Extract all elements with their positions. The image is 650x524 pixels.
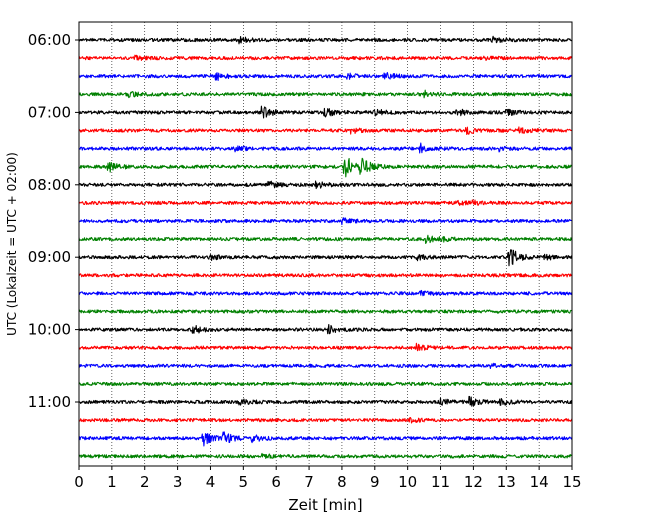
trace-line-0845: [78, 234, 573, 245]
trace-line-0600: [78, 35, 573, 45]
plot-frame: [78, 21, 573, 467]
trace-line-1100: [78, 395, 573, 407]
x-tick-label: 11: [431, 473, 450, 491]
trace-lines: [78, 35, 573, 459]
x-tick-label: 13: [497, 473, 516, 491]
trace-line-1130: [78, 431, 573, 447]
x-tick-label: 9: [370, 473, 380, 491]
trace-line-1115: [78, 416, 573, 424]
vertical-grid: [111, 22, 540, 466]
y-tick-label: 11:00: [28, 393, 71, 411]
trace-line-1045: [78, 381, 573, 387]
trace-line-0800: [78, 180, 573, 190]
y-tick-label: 07:00: [28, 103, 71, 121]
x-tick-label: 7: [304, 473, 314, 491]
x-tick-label: 0: [74, 473, 84, 491]
trace-line-0945: [78, 309, 573, 314]
y-tick-label: 08:00: [28, 176, 71, 194]
trace-line-1145: [78, 452, 573, 459]
trace-line-1030: [78, 362, 573, 370]
x-tick-label: 1: [107, 473, 117, 491]
trace-line-0745: [78, 157, 573, 178]
x-tick-label: 3: [173, 473, 183, 491]
x-tick-label: 2: [140, 473, 150, 491]
y-tick-label: 09:00: [28, 248, 71, 266]
trace-line-0900: [78, 249, 573, 267]
trace-line-0630: [78, 72, 573, 81]
y-tick-label: 06:00: [28, 31, 71, 49]
trace-line-0715: [78, 126, 573, 136]
trace-line-0645: [78, 89, 573, 99]
x-axis-label: Zeit [min]: [288, 496, 362, 514]
y-axis-label: UTC (Lokalzeit = UTC + 02:00): [5, 152, 19, 336]
trace-line-0730: [78, 142, 573, 154]
trace-line-0930: [78, 289, 573, 297]
trace-line-1015: [78, 342, 573, 352]
y-tick-label: 10:00: [28, 321, 71, 339]
x-tick-label: 15: [562, 473, 581, 491]
x-tick-label: 8: [337, 473, 347, 491]
y-axis-ticks: 06:00 07:00 08:00 09:00 10:00 11:00: [28, 31, 79, 411]
x-tick-label: 12: [464, 473, 483, 491]
trace-line-0615: [78, 54, 573, 61]
x-tick-label: 6: [271, 473, 281, 491]
x-tick-label: 5: [239, 473, 249, 491]
x-tick-label: 14: [530, 473, 549, 491]
x-tick-label: 4: [206, 473, 216, 491]
x-axis-ticks: 0 1 2 3 4 5 6 7 8 9 10 11 12 13 14 15: [74, 466, 582, 491]
x-tick-label: 10: [398, 473, 417, 491]
trace-line-0700: [78, 105, 573, 119]
trace-line-0830: [78, 217, 573, 226]
trace-line-0915: [78, 273, 573, 278]
trace-line-0815: [78, 199, 573, 206]
trace-line-1000: [78, 323, 573, 335]
